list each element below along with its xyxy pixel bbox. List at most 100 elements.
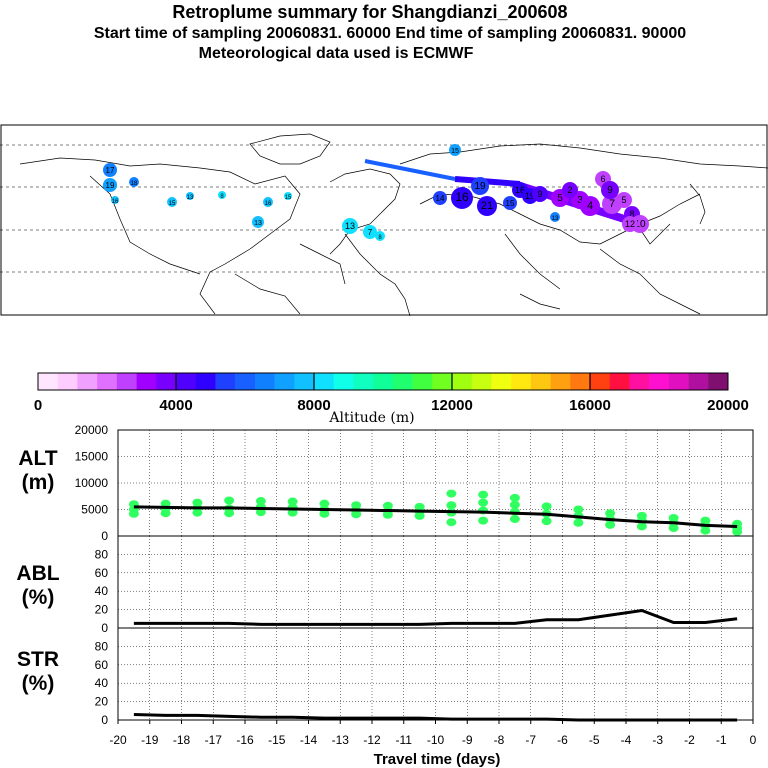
x-tick-label: -18	[173, 733, 191, 747]
altitude-point	[573, 505, 584, 514]
plume-cluster-label: 14	[436, 194, 445, 203]
plume-cluster-label: 7	[368, 228, 373, 237]
altitude-point	[351, 501, 362, 510]
y-tick-label: 0	[101, 529, 108, 543]
plume-cluster-marker	[562, 182, 578, 198]
y-tick-label: 60	[95, 658, 109, 672]
plume-cluster-marker	[167, 197, 177, 207]
x-tick-label: -17	[205, 733, 223, 747]
colorbar-cell	[471, 373, 492, 390]
altitude-point	[668, 513, 679, 522]
colorbar-tick-label: 4000	[159, 397, 192, 414]
y-tick-label: 20000	[75, 423, 109, 437]
x-tick-label: -5	[589, 733, 600, 747]
plume-cluster-label: 5	[557, 193, 563, 204]
colorbar-cell	[452, 373, 473, 390]
plume-cluster-marker	[601, 181, 619, 199]
y-tick-label: 10000	[75, 476, 109, 490]
plume-cluster-label: 16	[112, 199, 119, 205]
altitude-point	[255, 497, 266, 506]
x-tick-label: -15	[268, 733, 286, 747]
colorbar-cell	[215, 373, 236, 390]
altitude-point	[224, 496, 235, 505]
plume-cluster-label: 16	[515, 185, 525, 195]
x-tick-label: -20	[109, 733, 127, 747]
altitude-point	[287, 497, 298, 506]
colorbar-cell	[294, 373, 315, 390]
alt-panel: 20000 15000 10000 5000 0 ALT(m)	[18, 423, 754, 543]
colorbar-cell	[38, 373, 59, 390]
plume-cluster-label: 2	[567, 185, 572, 195]
plume-cluster-marker	[375, 231, 385, 241]
plume-cluster-label: 12	[625, 219, 635, 229]
plume-cluster-label: 8	[220, 194, 224, 200]
chart-title: Retroplume summary for Shangdianzi_20060…	[172, 2, 568, 22]
altitude-point	[414, 502, 425, 511]
altitude-point	[319, 499, 330, 508]
plume-cluster-marker	[111, 196, 119, 204]
colorbar-cell	[254, 373, 275, 390]
plume-cluster-label: 16	[265, 201, 272, 207]
colorbar-cell	[116, 373, 137, 390]
x-tick-label: -10	[427, 733, 445, 747]
sampling-times: Start time of sampling 20060831. 60000 E…	[93, 25, 687, 42]
plume-cluster-label: 15	[169, 201, 176, 207]
plume-cluster-marker	[129, 177, 139, 187]
colorbar-cell	[333, 373, 354, 390]
plume-cluster-marker	[451, 187, 473, 209]
plume-cluster-marker	[622, 216, 638, 232]
x-tick-label: 0	[750, 733, 757, 747]
colorbar-cell	[392, 373, 413, 390]
plume-cluster-label: 19	[474, 181, 486, 192]
plume-cluster-label: 8	[629, 209, 634, 219]
map-gridlines	[0, 144, 768, 273]
x-tick-label: -9	[462, 733, 473, 747]
altitude-point	[573, 518, 584, 527]
plume-cluster-marker	[580, 196, 600, 216]
colorbar-cell	[176, 373, 197, 390]
plume-cluster-label: 21	[481, 200, 493, 212]
plume-cluster-label: 10	[634, 219, 646, 230]
x-tick-label: -7	[525, 733, 536, 747]
plume-cluster-marker	[284, 192, 292, 200]
panel-unit: (m)	[22, 471, 55, 494]
plume-cluster-marker	[550, 212, 560, 222]
altitude-point	[478, 498, 489, 507]
plume-cluster-marker	[103, 178, 117, 192]
x-tick-label: -11	[396, 733, 413, 747]
colorbar-cell	[274, 373, 295, 390]
altitude-point	[446, 501, 457, 510]
colorbar-cell	[373, 373, 394, 390]
plume-cluster-label: 9	[607, 185, 613, 196]
plume-cluster-marker	[342, 218, 358, 234]
y-tick-label: 80	[95, 547, 109, 561]
altitude-point	[192, 498, 203, 507]
colorbar-cell	[136, 373, 157, 390]
y-tick-label: 0	[101, 621, 108, 635]
met-data-note: Meteorological data used is ECMWF	[198, 45, 474, 62]
plume-cluster-label: 15	[506, 199, 515, 208]
plume-cluster-label: 18	[131, 181, 138, 187]
colorbar-cell	[649, 373, 670, 390]
colorbar-tick-label: 0	[34, 397, 42, 414]
plume-cluster-label: 8	[378, 235, 382, 241]
x-tick-label: -13	[332, 733, 350, 747]
plume-cluster-marker	[252, 216, 264, 228]
colorbar-cell	[314, 373, 335, 390]
plume-cluster-label: 7	[609, 198, 615, 210]
abl-line	[133, 608, 738, 626]
y-tick-label: 15000	[75, 450, 109, 464]
colorbar-cell	[609, 373, 630, 390]
altitude-point	[541, 502, 552, 511]
colorbar-cell	[668, 373, 689, 390]
x-tick-label: -16	[236, 733, 254, 747]
plume-cluster-label: 19	[525, 191, 535, 201]
colorbar-tick-label: 12000	[431, 397, 473, 414]
y-tick-label: 60	[95, 566, 109, 580]
y-tick-label: 40	[95, 676, 109, 690]
altitude-point	[605, 520, 616, 529]
plume-cluster-label: 13	[345, 221, 355, 231]
altitude-point	[605, 509, 616, 518]
